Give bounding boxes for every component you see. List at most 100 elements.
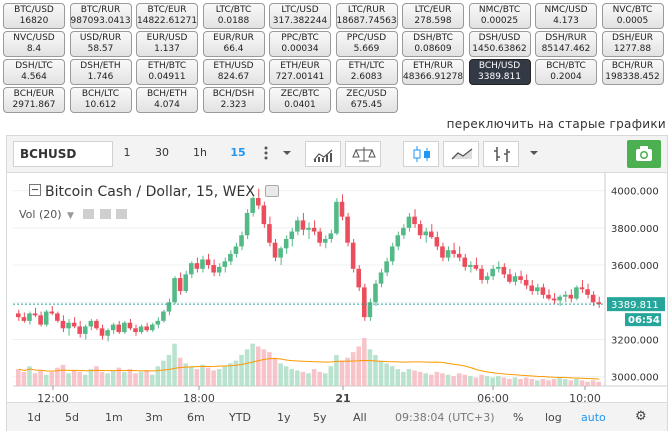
candles-icon[interactable] [403, 141, 439, 167]
range-1y[interactable]: 1y [277, 411, 291, 424]
more-vert-icon[interactable] [257, 141, 275, 167]
pair-button[interactable]: NMC/USD 4.173 [535, 3, 597, 29]
pair-button[interactable]: BCH/EUR 2971.867 [3, 87, 65, 113]
pair-button[interactable]: NMC/BTC 0.00025 [468, 3, 531, 29]
interval-1[interactable]: 1 [123, 146, 131, 159]
ohlc-bars-icon[interactable] [483, 141, 519, 167]
pair-button[interactable]: PPC/BTC 0.00034 [269, 31, 331, 57]
volume-bar [311, 369, 317, 386]
chevron-down-icon[interactable]: ▼ [67, 211, 74, 221]
pair-button[interactable]: ETH/USD 824.67 [202, 59, 265, 85]
pair-button[interactable]: BCH/BTC 0.2004 [535, 59, 597, 85]
pair-button[interactable]: LTC/RUR 18687.74563 [335, 3, 398, 29]
volume-bar [468, 376, 473, 386]
volume-bar [579, 380, 585, 386]
volume-bar [194, 369, 200, 386]
pair-button[interactable]: DSH/RUR 85147.462 [535, 31, 597, 57]
pair-button[interactable]: DSH/EUR 1277.88 [601, 31, 664, 57]
camera-icon[interactable] [627, 140, 661, 168]
pair-button[interactable]: NVC/BTC 0.0005 [601, 3, 664, 29]
chevron-down-icon[interactable] [277, 141, 297, 167]
candle-body [278, 248, 283, 258]
candle-body [49, 311, 55, 314]
pair-button[interactable]: ETH/EUR 727.00141 [269, 59, 331, 85]
collapse-icon[interactable] [29, 184, 41, 196]
volume-bar [512, 377, 518, 386]
eye-icon[interactable] [83, 209, 95, 219]
range-1m[interactable]: 1m [105, 411, 123, 424]
pair-button[interactable]: DSH/ETH 1.746 [69, 59, 132, 85]
interval-1h[interactable]: 1h [193, 146, 207, 159]
volume-bar [144, 370, 149, 386]
interval-30[interactable]: 30 [155, 146, 169, 159]
volume-bar [434, 371, 440, 386]
pair-button[interactable]: LTC/EUR 278.598 [402, 3, 464, 29]
pair-button[interactable]: USD/RUR 58.57 [69, 31, 132, 57]
pair-button[interactable]: BCH/DSH 2.323 [202, 87, 265, 113]
pair-button[interactable]: BCH/RUR 198338.452 [601, 59, 664, 85]
pair-button[interactable]: ETH/LTC 2.6083 [335, 59, 398, 85]
volume-bar [440, 373, 445, 386]
pair-button[interactable]: DSH/BTC 0.08609 [402, 31, 464, 57]
candle-body [289, 231, 295, 239]
candle-body [261, 205, 267, 225]
pair-button[interactable]: EUR/RUR 66.4 [202, 31, 265, 57]
pair-button[interactable]: BCH/LTC 10.612 [69, 87, 132, 113]
scale-option-log[interactable]: log [545, 411, 562, 424]
candle-body [239, 235, 244, 247]
gear-icon[interactable]: ⚙ [635, 409, 647, 424]
pair-button[interactable]: PPC/USD 5.669 [335, 31, 398, 57]
symbol-input[interactable]: BCHUSD [13, 141, 113, 167]
pair-button[interactable]: LTC/USD 317.382244 [269, 3, 331, 29]
scales-icon[interactable] [345, 141, 381, 167]
pair-value: 0.0188 [217, 16, 250, 26]
pair-button[interactable]: ETH/RUR 48366.91278 [402, 59, 464, 85]
line-chart-icon[interactable] [443, 141, 479, 167]
volume-bar [373, 354, 378, 386]
time-tick-label: 06:00 [477, 392, 509, 405]
candle-body [328, 233, 334, 239]
eye-icon[interactable] [265, 185, 280, 197]
range-ytd[interactable]: YTD [229, 411, 251, 424]
pair-button[interactable]: BTC/RUR 987093.0413 [69, 3, 132, 29]
pair-button[interactable]: ZEC/USD 675.45 [335, 87, 398, 113]
gear-icon[interactable] [99, 209, 111, 219]
candle-body [428, 231, 434, 238]
candle-body [306, 227, 311, 230]
pair-button[interactable]: DSH/USD 1450.63862 [468, 31, 531, 57]
candle-body [110, 324, 116, 331]
pair-button[interactable]: BTC/EUR 14822.61271 [136, 3, 198, 29]
volume-bar [596, 381, 601, 386]
range-6m[interactable]: 6m [187, 411, 205, 424]
pair-button[interactable]: DSH/LTC 4.564 [3, 59, 65, 85]
pair-button[interactable]: EUR/USD 1.137 [136, 31, 198, 57]
volume-bar [562, 378, 568, 386]
close-icon[interactable] [116, 209, 128, 219]
switch-to-old-charts-link[interactable]: переключить на старые графики [446, 117, 666, 131]
pair-name: DSH/EUR [612, 33, 653, 43]
volume-bar [94, 366, 99, 386]
scale-option-percent[interactable]: % [513, 411, 524, 424]
pair-button[interactable]: LTC/BTC 0.0188 [202, 3, 265, 29]
scale-option-auto[interactable]: auto [581, 411, 606, 424]
chevron-down-icon[interactable] [523, 141, 545, 167]
pair-button[interactable]: ZEC/BTC 0.0401 [269, 87, 331, 113]
bar-chart-icon[interactable] [305, 141, 341, 167]
pair-button[interactable]: ETH/BTC 0.04911 [136, 59, 198, 85]
volume-bar [43, 374, 49, 386]
pair-button[interactable]: BCH/USD 3389.811 [468, 59, 531, 85]
pair-button[interactable]: BTC/USD 16820 [3, 3, 65, 29]
pair-button[interactable]: BCH/ETH 4.074 [136, 87, 198, 113]
range-5y[interactable]: 5y [313, 411, 327, 424]
volume-bar [228, 363, 233, 386]
range-1d[interactable]: 1d [27, 411, 41, 424]
range-5d[interactable]: 5d [65, 411, 79, 424]
range-3m[interactable]: 3m [145, 411, 163, 424]
interval-15[interactable]: 15 [230, 146, 246, 159]
volume-bar [490, 377, 495, 386]
volume-bar [546, 380, 551, 386]
price-chart[interactable]: 4000.0003800.0003600.0003400.0003200.000… [7, 172, 667, 408]
pair-button[interactable]: NVC/USD 8.4 [3, 31, 65, 57]
range-all[interactable]: All [353, 411, 367, 424]
candle-body [384, 261, 389, 273]
